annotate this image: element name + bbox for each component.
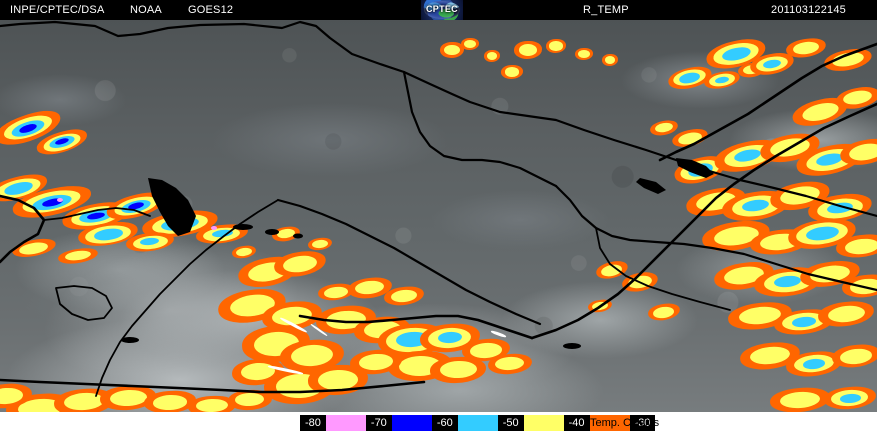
legend-swatch-yellow xyxy=(523,415,564,431)
legend-tick-label: -50 xyxy=(497,415,524,431)
convective-cell-layer xyxy=(486,52,498,60)
cptec-logo-icon: CPTEC xyxy=(421,0,463,20)
coldest-cloud-top-speck xyxy=(703,168,709,172)
convective-cell-layer xyxy=(444,44,460,56)
convective-cell-layer xyxy=(604,56,616,64)
cptec-logo-text: CPTEC xyxy=(425,4,458,14)
header-operator-label: NOAA xyxy=(130,4,162,16)
enhanced-temperature-overlay xyxy=(0,20,877,412)
legend-color-bar: -80 -70 -60 -50 -40 -30 xyxy=(300,415,656,431)
convective-cell-layer xyxy=(464,40,476,48)
legend-tick-label: -30 xyxy=(629,415,656,431)
header-product-label: R_TEMP xyxy=(583,4,629,16)
image-header-bar: INPE/CPTEC/DSA NOAA GOES12 CPTEC R_TEMP … xyxy=(0,0,877,20)
convective-cell-layer xyxy=(504,67,520,77)
satellite-image-canvas xyxy=(0,20,877,412)
legend-swatch-orange xyxy=(589,415,630,431)
header-satellite-label: GOES12 xyxy=(188,4,234,16)
legend-unit-label: Temp. Celsius xyxy=(590,417,660,429)
legend-tick-label: -40 xyxy=(563,415,590,431)
globe-icon xyxy=(424,1,460,19)
header-agency-label: INPE/CPTEC/DSA xyxy=(10,4,105,16)
coldest-cloud-top-speck xyxy=(57,198,63,202)
coldest-cloud-top-speck xyxy=(211,226,217,230)
legend-swatch-blue xyxy=(391,415,432,431)
overshooting-top-streak xyxy=(490,329,507,339)
convective-cell-layer xyxy=(578,50,590,58)
legend-swatch-pink xyxy=(325,415,366,431)
legend-tick-label: -70 xyxy=(365,415,392,431)
color-scale-legend: -80 -70 -60 -50 -40 -30 Temp. Celsius xyxy=(0,412,877,434)
legend-swatch-cyan xyxy=(457,415,498,431)
legend-tick-label: -80 xyxy=(300,415,326,431)
header-timestamp-label: 201103122145 xyxy=(771,4,846,16)
legend-tick-label: -60 xyxy=(431,415,458,431)
